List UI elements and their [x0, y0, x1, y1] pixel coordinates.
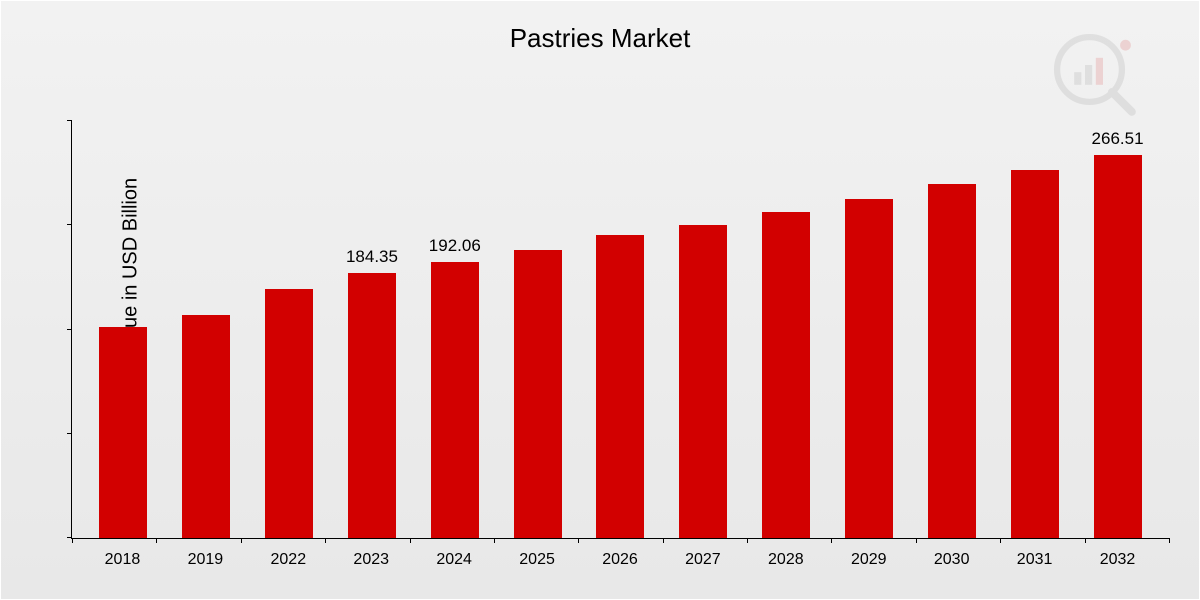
- bar: [514, 250, 562, 538]
- x-tick-label: 2023: [330, 551, 413, 569]
- bar-value-label: 266.51: [1092, 129, 1144, 149]
- x-tick-label: 2019: [164, 551, 247, 569]
- x-tick-label: 2031: [993, 551, 1076, 569]
- chart-title: Pastries Market: [1, 23, 1199, 54]
- x-tick-label: 2024: [413, 551, 496, 569]
- x-tick-label: 2029: [827, 551, 910, 569]
- bar-wrap: [579, 121, 662, 538]
- bar: [762, 212, 810, 538]
- bar-wrap: [165, 121, 248, 538]
- bar: [265, 289, 313, 538]
- x-tick-label: 2025: [496, 551, 579, 569]
- bar-wrap: [662, 121, 745, 538]
- bar: [596, 235, 644, 538]
- x-tick-label: 2022: [247, 551, 330, 569]
- x-tick-label: 2026: [579, 551, 662, 569]
- bar: [99, 327, 147, 538]
- bar: [845, 199, 893, 538]
- bar-group: 184.35 192.06 266.51: [72, 121, 1169, 538]
- plot-area: 184.35 192.06 266.51: [71, 121, 1169, 539]
- bar-value-label: 192.06: [429, 236, 481, 256]
- watermark-logo-icon: [1049, 29, 1139, 119]
- bar-wrap: [910, 121, 993, 538]
- x-tick-label: 2027: [661, 551, 744, 569]
- bar-value-label: 184.35: [346, 247, 398, 267]
- bar-wrap: 266.51: [1076, 121, 1159, 538]
- bar: [182, 315, 230, 538]
- chart-container: Pastries Market Market Value in USD Bill…: [0, 0, 1200, 600]
- bar: [348, 273, 396, 538]
- x-tick-label: 2018: [81, 551, 164, 569]
- x-tick-label: 2032: [1076, 551, 1159, 569]
- x-tick-label: 2028: [744, 551, 827, 569]
- bar: [928, 184, 976, 538]
- bar: [679, 225, 727, 538]
- bar-wrap: 184.35: [331, 121, 414, 538]
- bar-wrap: [745, 121, 828, 538]
- bar-wrap: 192.06: [413, 121, 496, 538]
- x-axis-labels: 2018201920222023202420252026202720282029…: [71, 551, 1169, 569]
- bar: [1011, 170, 1059, 538]
- bar-wrap: [82, 121, 165, 538]
- bar-wrap: [248, 121, 331, 538]
- bar-wrap: [993, 121, 1076, 538]
- bar: [1094, 155, 1142, 538]
- x-tick-label: 2030: [910, 551, 993, 569]
- bar-wrap: [496, 121, 579, 538]
- bar-wrap: [828, 121, 911, 538]
- bar: [431, 262, 479, 538]
